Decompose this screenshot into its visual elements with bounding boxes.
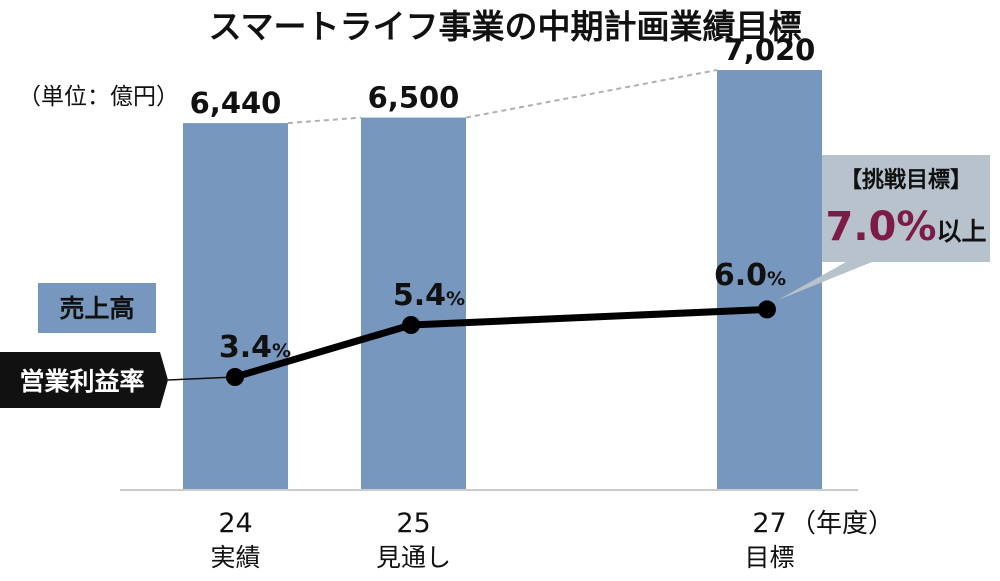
line-value-number-0: 3.4 [219, 330, 272, 365]
line-series-label-box [0, 352, 168, 408]
callout-box [778, 155, 990, 300]
x-tick-year-0: 24 [218, 508, 252, 539]
bar-0 [183, 123, 288, 491]
bar-connectors [287, 69, 718, 125]
bar-value-label-1: 6,500 [368, 81, 460, 115]
line-point-0 [226, 368, 244, 386]
line-value-unit-1: % [446, 288, 465, 310]
line-path [234, 305, 768, 381]
x-tick-label-2: 目標 [744, 543, 794, 572]
line-value-number-2: 6.0 [714, 258, 767, 293]
x-tick-year-2: 27 [752, 508, 786, 539]
x-tick-year-1: 25 [396, 508, 430, 539]
bar-value-labels: 6,440 6,500 7,020 [190, 33, 816, 120]
callout-value: 7.0% [826, 204, 937, 250]
bar-series-label-text: 売上高 [59, 294, 134, 323]
bar-2 [717, 70, 822, 490]
bar-value-label-2: 7,020 [724, 33, 816, 67]
line-point-1 [402, 316, 420, 334]
bar-series-label-box [38, 283, 156, 333]
line-series-label-text: 営業利益率 [19, 367, 144, 396]
line-value-label-2: 6.0% [714, 258, 786, 293]
line-series [167, 300, 776, 386]
line-value-unit-2: % [767, 268, 786, 290]
x-tick-label-0: 実績 [210, 543, 260, 572]
bar-value-label-0: 6,440 [190, 86, 282, 120]
line-series-label: 営業利益率 [0, 352, 168, 408]
line-value-label-1: 5.4% [393, 278, 465, 313]
bar-connector-1 [287, 116, 362, 125]
bar-series-label: 売上高 [38, 283, 156, 333]
x-unit-label: （年度） [790, 509, 894, 539]
line-value-label-0: 3.4% [219, 330, 291, 365]
bar-1 [361, 117, 466, 490]
bar-series [183, 70, 822, 491]
line-value-number-1: 5.4 [393, 278, 446, 313]
line-point-2 [758, 300, 776, 319]
line-leader [167, 376, 236, 381]
line-value-labels: 3.4%5.4%6.0% [219, 258, 786, 365]
callout-suffix: 以上 [936, 217, 986, 246]
x-tick-labels: 24 実績 25 見通し 27 目標 [210, 508, 794, 572]
x-tick-label-1: 見通し [376, 543, 451, 572]
unit-label: （単位：億円） [18, 84, 179, 110]
bar-connector-2 [465, 69, 718, 119]
challenge-target-callout: 【挑戦目標】 7.0%以上 [778, 155, 990, 300]
callout-value-line: 7.0%以上 [826, 204, 987, 250]
callout-heading: 【挑戦目標】 [840, 168, 972, 193]
chart-title: スマートライフ事業の中期計画業績目標 [208, 7, 801, 46]
line-value-unit-0: % [272, 340, 291, 362]
